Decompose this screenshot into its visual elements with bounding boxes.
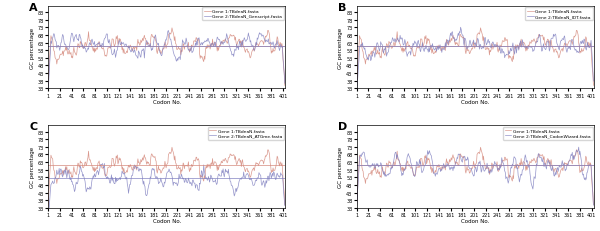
Gene 1:TBdnaN.fasta bbox=[44, 205, 52, 208]
Gene 1:TBdnaN.fasta bbox=[559, 51, 566, 53]
Gene 1:TBdnaN.fasta bbox=[475, 152, 482, 154]
Gene 2:TBdnaN_ATGme.fasta bbox=[44, 211, 52, 214]
Gene 2:TBdnaN_IDT.fasta bbox=[353, 92, 360, 95]
Gene 1:TBdnaN.fasta bbox=[477, 27, 484, 30]
Gene 2:TBdnaN_Genscript.fasta bbox=[71, 37, 78, 40]
Gene 1:TBdnaN.fasta bbox=[590, 204, 597, 206]
Legend: Gene 1:TBdnaN.fasta, Gene 2:TBdnaN_ATGme.fasta: Gene 1:TBdnaN.fasta, Gene 2:TBdnaN_ATGme… bbox=[208, 127, 284, 140]
Gene 2:TBdnaN_CodonWizard.fasta bbox=[475, 161, 482, 164]
Gene 2:TBdnaN_CodonWizard.fasta bbox=[354, 189, 361, 192]
X-axis label: Codon No.: Codon No. bbox=[152, 100, 181, 104]
Gene 2:TBdnaN_Genscript.fasta bbox=[167, 39, 175, 42]
Gene 1:TBdnaN.fasta bbox=[71, 51, 78, 54]
Line: Gene 1:TBdnaN.fasta: Gene 1:TBdnaN.fasta bbox=[356, 29, 593, 88]
Line: Gene 1:TBdnaN.fasta: Gene 1:TBdnaN.fasta bbox=[48, 29, 285, 88]
Gene 2:TBdnaN_ATGme.fasta bbox=[71, 190, 78, 193]
Gene 1:TBdnaN.fasta bbox=[167, 33, 174, 35]
Gene 2:TBdnaN_Genscript.fasta bbox=[281, 82, 289, 85]
Gene 1:TBdnaN.fasta bbox=[169, 146, 176, 149]
Gene 1:TBdnaN.fasta bbox=[379, 170, 386, 173]
Line: Gene 2:TBdnaN_Genscript.fasta: Gene 2:TBdnaN_Genscript.fasta bbox=[48, 31, 285, 94]
Gene 2:TBdnaN_Genscript.fasta bbox=[44, 92, 52, 95]
Gene 2:TBdnaN_ATGme.fasta bbox=[251, 184, 258, 187]
Gene 1:TBdnaN.fasta bbox=[381, 55, 388, 57]
Gene 2:TBdnaN_ATGme.fasta bbox=[101, 162, 108, 165]
X-axis label: Codon No.: Codon No. bbox=[461, 100, 490, 104]
Gene 2:TBdnaN_IDT.fasta bbox=[381, 49, 388, 52]
Gene 1:TBdnaN.fasta bbox=[71, 170, 78, 173]
Gene 2:TBdnaN_Genscript.fasta bbox=[73, 34, 80, 36]
Gene 1:TBdnaN.fasta bbox=[201, 178, 208, 180]
Gene 1:TBdnaN.fasta bbox=[381, 173, 388, 176]
Text: A: A bbox=[29, 3, 38, 13]
Gene 1:TBdnaN.fasta bbox=[167, 152, 174, 154]
Gene 1:TBdnaN.fasta bbox=[251, 170, 258, 172]
Gene 2:TBdnaN_CodonWizard.fasta bbox=[509, 164, 517, 166]
Gene 2:TBdnaN_ATGme.fasta bbox=[73, 181, 80, 184]
Line: Gene 2:TBdnaN_CodonWizard.fasta: Gene 2:TBdnaN_CodonWizard.fasta bbox=[356, 147, 593, 208]
Gene 2:TBdnaN_IDT.fasta bbox=[457, 27, 464, 30]
Gene 1:TBdnaN.fasta bbox=[353, 205, 360, 208]
Gene 1:TBdnaN.fasta bbox=[44, 86, 52, 89]
Gene 2:TBdnaN_CodonWizard.fasta bbox=[575, 146, 583, 149]
Gene 1:TBdnaN.fasta bbox=[510, 59, 517, 61]
Gene 2:TBdnaN_Genscript.fasta bbox=[165, 30, 172, 33]
Y-axis label: GC percentage: GC percentage bbox=[30, 146, 35, 187]
Gene 1:TBdnaN.fasta bbox=[46, 65, 53, 67]
Gene 2:TBdnaN_IDT.fasta bbox=[476, 49, 483, 51]
Legend: Gene 1:TBdnaN.fasta, Gene 2:TBdnaN_CodonWizard.fasta: Gene 1:TBdnaN.fasta, Gene 2:TBdnaN_Codon… bbox=[503, 127, 593, 140]
Gene 1:TBdnaN.fasta bbox=[590, 85, 597, 87]
Y-axis label: GC percentage: GC percentage bbox=[338, 146, 343, 187]
Line: Gene 1:TBdnaN.fasta: Gene 1:TBdnaN.fasta bbox=[356, 148, 593, 207]
Gene 2:TBdnaN_IDT.fasta bbox=[559, 38, 566, 41]
Gene 2:TBdnaN_ATGme.fasta bbox=[46, 207, 53, 210]
Gene 1:TBdnaN.fasta bbox=[477, 146, 484, 149]
Text: D: D bbox=[338, 122, 347, 132]
X-axis label: Codon No.: Codon No. bbox=[152, 218, 181, 223]
Gene 1:TBdnaN.fasta bbox=[73, 55, 80, 57]
Gene 1:TBdnaN.fasta bbox=[169, 27, 176, 30]
Gene 2:TBdnaN_Genscript.fasta bbox=[46, 72, 53, 75]
Line: Gene 2:TBdnaN_ATGme.fasta: Gene 2:TBdnaN_ATGme.fasta bbox=[48, 164, 285, 213]
Gene 2:TBdnaN_CodonWizard.fasta bbox=[559, 160, 566, 162]
Gene 2:TBdnaN_IDT.fasta bbox=[590, 80, 597, 83]
Gene 2:TBdnaN_CodonWizard.fasta bbox=[353, 207, 360, 210]
Line: Gene 2:TBdnaN_IDT.fasta: Gene 2:TBdnaN_IDT.fasta bbox=[356, 28, 593, 94]
X-axis label: Codon No.: Codon No. bbox=[461, 218, 490, 223]
Gene 1:TBdnaN.fasta bbox=[281, 204, 289, 206]
Gene 2:TBdnaN_Genscript.fasta bbox=[201, 40, 208, 43]
Gene 2:TBdnaN_CodonWizard.fasta bbox=[379, 171, 386, 173]
Gene 1:TBdnaN.fasta bbox=[379, 51, 386, 54]
Text: B: B bbox=[338, 3, 346, 13]
Legend: Gene 1:TBdnaN.fasta, Gene 2:TBdnaN_Genscript.fasta: Gene 1:TBdnaN.fasta, Gene 2:TBdnaN_Gensc… bbox=[202, 8, 284, 21]
Gene 2:TBdnaN_ATGme.fasta bbox=[167, 171, 175, 174]
Gene 1:TBdnaN.fasta bbox=[353, 86, 360, 89]
Gene 1:TBdnaN.fasta bbox=[201, 59, 208, 61]
Y-axis label: GC percentage: GC percentage bbox=[338, 27, 343, 68]
Line: Gene 1:TBdnaN.fasta: Gene 1:TBdnaN.fasta bbox=[48, 148, 285, 207]
Gene 2:TBdnaN_ATGme.fasta bbox=[281, 204, 289, 207]
Gene 1:TBdnaN.fasta bbox=[510, 178, 517, 180]
Gene 1:TBdnaN.fasta bbox=[46, 184, 53, 186]
Gene 2:TBdnaN_IDT.fasta bbox=[379, 51, 386, 53]
Gene 2:TBdnaN_Genscript.fasta bbox=[251, 50, 258, 52]
Gene 1:TBdnaN.fasta bbox=[354, 65, 361, 67]
Y-axis label: GC percentage: GC percentage bbox=[30, 27, 35, 68]
Gene 1:TBdnaN.fasta bbox=[281, 85, 289, 87]
Gene 1:TBdnaN.fasta bbox=[354, 184, 361, 186]
Gene 2:TBdnaN_IDT.fasta bbox=[354, 77, 361, 79]
Gene 2:TBdnaN_CodonWizard.fasta bbox=[590, 204, 597, 207]
Gene 2:TBdnaN_IDT.fasta bbox=[510, 49, 517, 51]
Gene 1:TBdnaN.fasta bbox=[251, 51, 258, 53]
Gene 1:TBdnaN.fasta bbox=[73, 173, 80, 176]
Gene 2:TBdnaN_ATGme.fasta bbox=[201, 172, 208, 175]
Text: C: C bbox=[29, 122, 37, 132]
Gene 1:TBdnaN.fasta bbox=[475, 33, 482, 35]
Gene 1:TBdnaN.fasta bbox=[559, 170, 566, 172]
Legend: Gene 1:TBdnaN.fasta, Gene 2:TBdnaN_IDT.fasta: Gene 1:TBdnaN.fasta, Gene 2:TBdnaN_IDT.f… bbox=[525, 8, 593, 21]
Gene 2:TBdnaN_CodonWizard.fasta bbox=[381, 175, 388, 178]
